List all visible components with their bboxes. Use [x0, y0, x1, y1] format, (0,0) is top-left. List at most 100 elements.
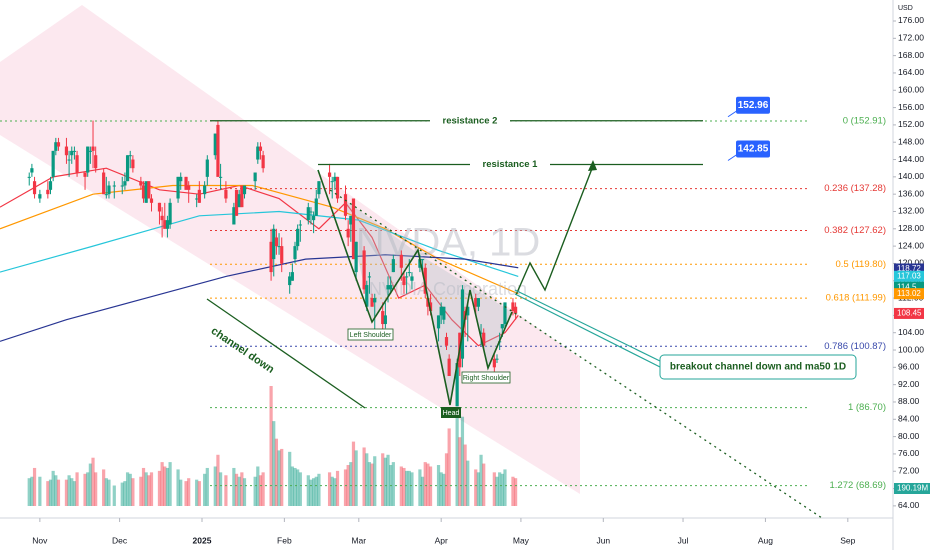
volume-bar — [317, 473, 321, 506]
volume-bar — [288, 451, 292, 506]
candle-body — [290, 272, 294, 281]
y-tick-label: 88.00 — [898, 396, 920, 406]
candle-body — [306, 207, 310, 221]
volume-bar — [466, 460, 470, 506]
candle-body — [447, 358, 451, 376]
volume-bar — [335, 470, 340, 506]
candle-body — [75, 155, 79, 173]
candle-body — [218, 176, 223, 178]
volume-bar — [503, 469, 507, 506]
volume-bar — [428, 466, 433, 506]
candle-body — [439, 306, 443, 316]
candle-body — [83, 172, 87, 177]
volume-bar — [131, 478, 135, 506]
candle-body — [32, 181, 37, 195]
candle-body — [312, 215, 316, 221]
volume-bar — [48, 479, 53, 506]
candle-body — [163, 220, 167, 229]
volume-bar — [83, 473, 87, 506]
volume-bar — [64, 479, 69, 506]
volume-bar — [91, 457, 95, 506]
volume-bar — [391, 462, 395, 506]
candle-body — [349, 215, 353, 225]
volume-bar — [51, 470, 55, 506]
volume-bar — [242, 478, 247, 506]
candle-body — [258, 146, 263, 151]
candle-body — [157, 202, 162, 212]
x-tick-label: Mar — [351, 535, 366, 545]
volume-bar — [203, 473, 207, 506]
candle-body — [216, 124, 220, 177]
volume-bar — [511, 476, 515, 506]
price-label: 113.02 — [897, 289, 921, 298]
volume-bar — [476, 472, 480, 506]
candle-body — [179, 176, 183, 182]
volume-bar — [256, 466, 260, 506]
volume-bar — [410, 472, 414, 506]
candle-body — [147, 181, 151, 199]
candle-body — [72, 150, 77, 152]
volume-bar — [30, 476, 34, 506]
candle-body — [333, 176, 337, 182]
callout-value: 142.85 — [738, 144, 769, 155]
volume-bar — [216, 454, 220, 506]
x-tick-label: Jun — [596, 535, 610, 545]
candle-body — [242, 185, 247, 195]
candle-body — [128, 155, 132, 157]
candle-body — [373, 298, 377, 303]
candle-body — [168, 202, 172, 225]
volume-bar — [179, 479, 183, 506]
candle-body — [144, 181, 148, 203]
candle-body — [261, 155, 265, 169]
moving-average — [0, 254, 519, 342]
volume-bar — [197, 481, 201, 506]
volume-bar — [72, 481, 77, 506]
candle-body — [500, 324, 504, 329]
volume-bar — [237, 476, 241, 506]
volume-bar — [455, 416, 459, 506]
y-tick-label: 152.00 — [898, 119, 924, 129]
candle-body — [455, 363, 459, 407]
x-tick-label: May — [513, 535, 530, 545]
candle-body — [391, 259, 395, 273]
volume-bar — [67, 475, 71, 506]
volume-bar — [141, 467, 146, 506]
candle-body — [503, 302, 507, 325]
candle-body — [141, 185, 146, 199]
candle-body — [51, 150, 55, 177]
candle-body — [184, 176, 188, 190]
volume-bar — [362, 447, 366, 506]
fibonacci-layer: 0 (152.91) 0.236 (137.28) 0.382 (127.62) 0.… — [0, 115, 886, 491]
volume-bar — [444, 453, 449, 506]
volume-bar — [495, 476, 499, 506]
volume-bar — [500, 473, 504, 506]
candle-body — [104, 194, 108, 196]
candle-body — [67, 159, 71, 161]
candle-body — [423, 267, 427, 294]
candle-body — [402, 276, 406, 286]
volume-bar — [436, 465, 441, 506]
axes-layer: 64.0068.0072.0076.0080.0084.0088.0092.00… — [32, 15, 930, 545]
candle-body — [165, 220, 170, 229]
y-tick-label: 100.00 — [898, 344, 924, 354]
y-tick-label: 76.00 — [898, 448, 920, 458]
volume-bar — [46, 481, 50, 506]
volume-bar — [168, 462, 172, 506]
volume-bar — [253, 476, 257, 506]
resistance-label-bg — [470, 158, 550, 171]
candle-body — [86, 146, 90, 173]
volume-bar — [56, 479, 61, 506]
volume-bar — [195, 479, 199, 506]
volume-bar — [333, 478, 337, 506]
resistance-label: resistance 1 — [483, 159, 539, 170]
volume-bar — [383, 457, 387, 506]
volume-bar — [187, 478, 191, 506]
volume-bar — [498, 472, 502, 506]
candle-body — [187, 185, 191, 190]
candle-body — [343, 194, 348, 216]
volume-bar — [492, 472, 496, 506]
volume-bar — [463, 444, 467, 506]
y-tick-label: 64.00 — [898, 500, 920, 510]
fib-label: 0.382 (127.62) — [824, 225, 886, 236]
price-label: 108.45 — [897, 309, 922, 318]
